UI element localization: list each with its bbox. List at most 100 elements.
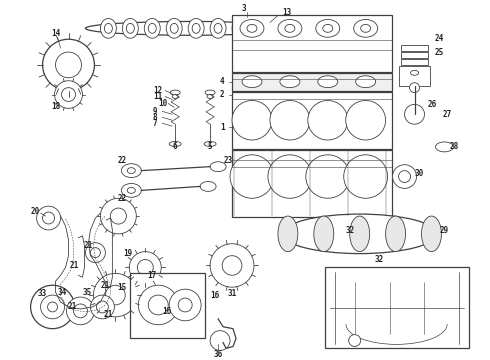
- Text: 21: 21: [68, 302, 77, 311]
- Ellipse shape: [144, 18, 160, 38]
- Ellipse shape: [100, 18, 116, 38]
- Ellipse shape: [210, 18, 226, 38]
- Ellipse shape: [240, 19, 264, 37]
- Text: 22: 22: [118, 156, 127, 165]
- Text: 18: 18: [51, 102, 60, 111]
- Text: 34: 34: [58, 288, 67, 297]
- Ellipse shape: [236, 23, 244, 33]
- Text: 33: 33: [38, 289, 47, 298]
- Ellipse shape: [411, 70, 418, 75]
- Text: 16: 16: [211, 291, 220, 300]
- Text: 3: 3: [242, 4, 246, 13]
- Text: 29: 29: [440, 226, 449, 235]
- Circle shape: [308, 100, 348, 140]
- Bar: [400, 45, 428, 51]
- Circle shape: [62, 87, 75, 102]
- Text: 15: 15: [118, 283, 127, 292]
- Circle shape: [129, 252, 161, 283]
- Bar: [232, 73, 392, 91]
- Circle shape: [210, 244, 254, 287]
- Text: 5: 5: [208, 143, 212, 152]
- Text: 4: 4: [220, 77, 224, 86]
- Circle shape: [85, 243, 105, 262]
- Text: 16: 16: [163, 307, 172, 316]
- Text: 11: 11: [154, 92, 163, 101]
- Ellipse shape: [350, 216, 369, 252]
- Ellipse shape: [314, 216, 334, 252]
- Ellipse shape: [85, 22, 295, 35]
- Circle shape: [67, 297, 95, 325]
- Text: 30: 30: [415, 169, 424, 178]
- Circle shape: [37, 206, 61, 230]
- Circle shape: [346, 100, 386, 140]
- Circle shape: [110, 208, 126, 224]
- Ellipse shape: [200, 181, 216, 192]
- Ellipse shape: [278, 216, 298, 252]
- Text: 10: 10: [159, 99, 168, 108]
- Text: 19: 19: [123, 249, 133, 258]
- Ellipse shape: [354, 19, 378, 37]
- Ellipse shape: [318, 76, 338, 87]
- Circle shape: [270, 100, 310, 140]
- Text: 14: 14: [51, 29, 60, 38]
- Circle shape: [94, 273, 137, 317]
- Circle shape: [55, 52, 81, 78]
- Circle shape: [405, 104, 424, 124]
- Circle shape: [306, 155, 350, 198]
- Ellipse shape: [278, 19, 302, 37]
- Text: 27: 27: [443, 110, 452, 119]
- Ellipse shape: [386, 216, 406, 252]
- Ellipse shape: [170, 90, 180, 95]
- Circle shape: [30, 285, 74, 329]
- Circle shape: [137, 260, 153, 275]
- Text: 25: 25: [435, 48, 444, 57]
- Text: 1: 1: [220, 123, 224, 132]
- Text: 21: 21: [84, 241, 93, 250]
- Text: 20: 20: [31, 207, 40, 216]
- Circle shape: [222, 256, 242, 275]
- Text: 31: 31: [227, 289, 237, 298]
- Bar: [232, 150, 392, 217]
- Ellipse shape: [242, 76, 262, 87]
- Ellipse shape: [214, 23, 222, 33]
- Text: 21: 21: [104, 310, 113, 319]
- Ellipse shape: [166, 18, 182, 38]
- Text: 32: 32: [375, 255, 384, 264]
- Ellipse shape: [232, 18, 248, 38]
- Ellipse shape: [188, 18, 204, 38]
- Bar: [400, 59, 428, 65]
- Ellipse shape: [258, 23, 266, 33]
- Text: 28: 28: [450, 143, 459, 152]
- Circle shape: [41, 295, 65, 319]
- Text: 2: 2: [220, 90, 224, 99]
- Ellipse shape: [282, 214, 437, 253]
- Circle shape: [54, 81, 82, 108]
- Circle shape: [169, 289, 201, 321]
- Ellipse shape: [169, 141, 181, 147]
- Circle shape: [100, 198, 136, 234]
- Ellipse shape: [254, 18, 270, 38]
- Text: 32: 32: [345, 226, 354, 235]
- Circle shape: [74, 304, 87, 318]
- Bar: [232, 91, 392, 149]
- Text: 22: 22: [118, 194, 127, 203]
- Ellipse shape: [356, 76, 376, 87]
- Circle shape: [232, 100, 272, 140]
- Text: 21: 21: [101, 281, 110, 290]
- Ellipse shape: [172, 95, 178, 99]
- Circle shape: [138, 285, 178, 325]
- Ellipse shape: [192, 23, 200, 33]
- Ellipse shape: [207, 95, 213, 99]
- Circle shape: [210, 330, 230, 350]
- Bar: [325, 267, 469, 348]
- Circle shape: [105, 285, 125, 305]
- Ellipse shape: [280, 76, 300, 87]
- Text: 6: 6: [173, 143, 177, 152]
- Ellipse shape: [122, 18, 138, 38]
- Circle shape: [349, 334, 361, 346]
- Text: 36: 36: [214, 350, 222, 359]
- Text: 17: 17: [147, 271, 157, 280]
- Circle shape: [97, 301, 108, 313]
- Ellipse shape: [323, 24, 333, 32]
- Ellipse shape: [361, 24, 370, 32]
